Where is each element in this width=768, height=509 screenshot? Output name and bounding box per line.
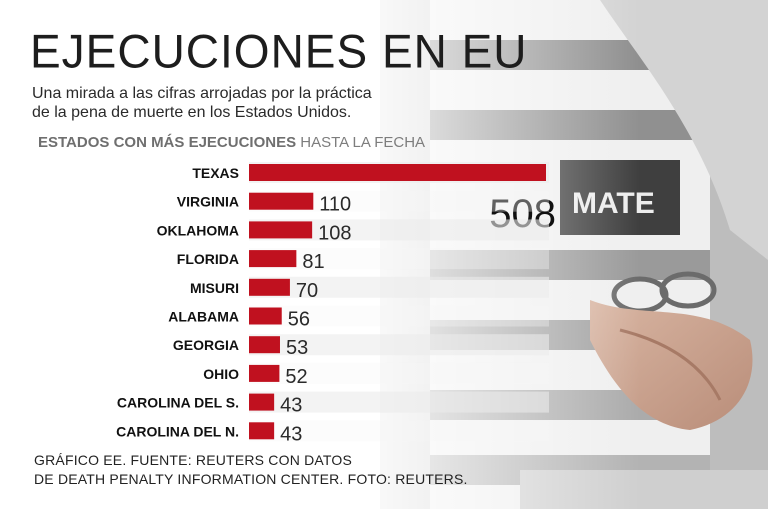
credits-line-1: GRÁFICO EE. FUENTE: REUTERS CON DATOS xyxy=(34,452,353,468)
value-label-3: 108 xyxy=(318,222,351,244)
bar-4 xyxy=(249,250,297,268)
bar-8 xyxy=(249,364,280,382)
value-label-7: 53 xyxy=(286,337,308,359)
category-label-2: VIRGINIA xyxy=(177,194,239,210)
subtitle-line-2: de la pena de muerte en los Estados Unid… xyxy=(32,104,352,121)
row-stripe-7 xyxy=(249,334,549,356)
chart-heading: ESTADOS CON MÁS EJECUCIONES HASTA LA FEC… xyxy=(38,134,425,151)
bar-7 xyxy=(249,336,280,354)
bar-3 xyxy=(249,221,313,239)
row-stripe-3 xyxy=(249,219,549,241)
category-label-7: GEORGIA xyxy=(173,337,239,353)
category-label-9: CAROLINA DEL S. xyxy=(117,395,239,411)
subtitle-line-1: Una mirada a las cifras arrojadas por la… xyxy=(32,85,372,102)
value-label-8: 52 xyxy=(285,366,307,388)
bar-6 xyxy=(249,307,282,325)
row-stripe-4 xyxy=(249,248,549,270)
row-stripe-9 xyxy=(249,391,549,413)
bar-10 xyxy=(249,422,275,440)
bar-2 xyxy=(249,192,314,210)
row-stripe-2 xyxy=(249,190,549,212)
chart-heading-rest: HASTA LA FECHA xyxy=(300,134,426,151)
bar-1 xyxy=(249,164,546,181)
row-stripe-5 xyxy=(249,276,549,298)
page-title: EJECUCIONES EN EU xyxy=(30,24,528,78)
value-label-6: 56 xyxy=(288,309,310,331)
row-stripe-6 xyxy=(249,305,549,327)
category-label-1: TEXAS xyxy=(192,165,239,181)
category-label-6: ALABAMA xyxy=(168,309,239,325)
credits: GRÁFICO EE. FUENTE: REUTERS CON DATOS DE… xyxy=(34,451,468,489)
bar-5 xyxy=(249,278,290,296)
subtitle: Una mirada a las cifras arrojadas por la… xyxy=(32,84,432,122)
chart-heading-bold: ESTADOS CON MÁS EJECUCIONES xyxy=(38,134,297,151)
category-label-3: OKLAHOMA xyxy=(157,222,239,238)
category-label-5: MISURI xyxy=(190,280,239,296)
row-stripe-8 xyxy=(249,362,549,384)
value-label-4: 81 xyxy=(302,251,324,273)
row-stripe-10 xyxy=(249,420,549,442)
credits-line-2: DE DEATH PENALTY INFORMATION CENTER. FOT… xyxy=(34,471,468,487)
category-label-8: OHIO xyxy=(203,366,239,382)
bar-9 xyxy=(249,393,275,411)
category-label-10: CAROLINA DEL N. xyxy=(116,423,239,439)
value-label-5: 70 xyxy=(296,280,318,302)
category-label-4: FLORIDA xyxy=(177,251,239,267)
value-label-10: 43 xyxy=(280,423,302,445)
value-label-2: 110 xyxy=(319,194,351,216)
value-label-9: 43 xyxy=(280,395,302,417)
